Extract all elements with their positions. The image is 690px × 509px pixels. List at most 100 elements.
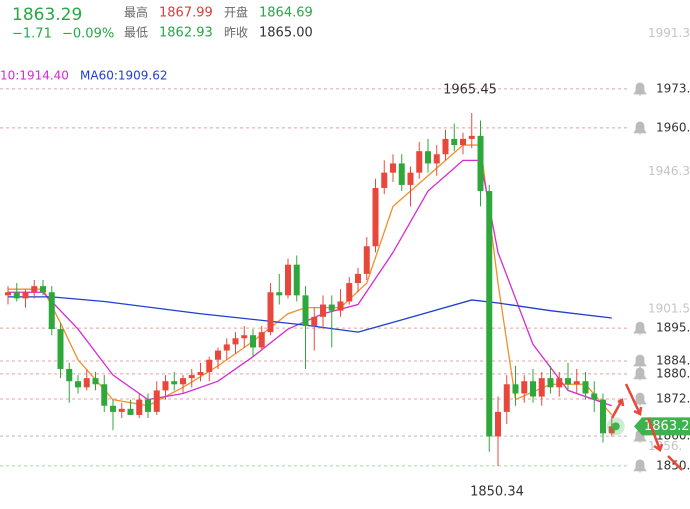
- alert-label: 1880.: [656, 366, 690, 380]
- change: −1.71: [12, 27, 52, 42]
- candle-body: [573, 381, 580, 385]
- candle-body: [40, 286, 46, 293]
- candle-body: [425, 151, 431, 164]
- candle-body: [31, 286, 38, 293]
- bell-icon: [633, 321, 647, 335]
- candle-body: [460, 138, 466, 146]
- candle-body: [390, 163, 396, 173]
- candle-body: [591, 393, 598, 400]
- candle-body: [22, 292, 29, 299]
- current-tag: [634, 417, 690, 436]
- candle-body: [512, 384, 519, 394]
- candle-body: [486, 191, 493, 437]
- candle-body: [538, 378, 545, 397]
- candle-body: [503, 384, 510, 412]
- alert-label: 1884.: [656, 353, 690, 367]
- candle-body: [582, 381, 589, 394]
- candle-body: [206, 359, 213, 373]
- y-tick-label: 1991.3: [648, 26, 690, 40]
- candle-body: [363, 246, 370, 274]
- candle-body: [83, 378, 90, 388]
- ma-legend: 10:1914.40: [0, 69, 69, 83]
- bell-icon: [633, 354, 647, 368]
- candle-body: [547, 378, 554, 388]
- arrow: [646, 417, 664, 452]
- candle-body: [92, 378, 99, 385]
- candle-body: [145, 399, 151, 412]
- change-pct: −0.09%: [62, 27, 114, 42]
- candle-body: [48, 292, 55, 330]
- stat-label: 最高: [124, 5, 148, 20]
- ma-line: [8, 296, 612, 333]
- bell-icon: [633, 367, 647, 381]
- candle-body: [320, 304, 326, 317]
- candle-body: [477, 135, 484, 192]
- high-label: 1965.45: [443, 83, 497, 98]
- candle-body: [468, 135, 475, 139]
- stat-value: 1865.00: [259, 26, 313, 41]
- candle-body: [232, 338, 239, 345]
- candle-body: [258, 332, 265, 348]
- candle-body: [276, 292, 283, 296]
- candle-body: [13, 292, 20, 299]
- candle-body: [188, 375, 195, 379]
- candle-body: [433, 154, 440, 164]
- candle-body: [101, 384, 108, 406]
- current-label: 1863.2: [644, 419, 690, 434]
- candle-body: [372, 187, 379, 247]
- bell-icon: [633, 459, 647, 473]
- alert-label: 1973.: [656, 81, 690, 95]
- candle-body: [293, 264, 300, 296]
- alert-label: 1960.: [656, 120, 690, 134]
- candle-body: [608, 426, 615, 434]
- candle-body: [197, 372, 204, 376]
- y-tick-label: 1946.3: [648, 164, 690, 178]
- current-dot: [611, 422, 620, 431]
- candle-body: [215, 350, 221, 360]
- arrow: [610, 398, 625, 419]
- stat-value: 1867.99: [159, 6, 213, 21]
- candle-body: [127, 408, 134, 415]
- alert-label: 1872.: [656, 392, 690, 406]
- candle-body: [565, 378, 571, 385]
- y-tick-label: 1901.5: [648, 302, 690, 316]
- candle-body: [416, 151, 423, 173]
- candle-body: [600, 399, 606, 434]
- candle-body: [556, 378, 563, 388]
- candle-body: [407, 172, 414, 185]
- candle-body: [153, 390, 160, 412]
- candle-body: [495, 411, 501, 437]
- trend-arrows: [610, 383, 683, 471]
- stat-label: 最低: [124, 26, 148, 40]
- candle-body: [355, 273, 361, 284]
- candle-body: [66, 368, 73, 382]
- candle-body: [162, 381, 169, 391]
- arrow: [667, 455, 683, 471]
- candle-body: [75, 381, 81, 388]
- candle-body: [285, 264, 291, 296]
- candle-body: [337, 301, 344, 311]
- candle-body: [110, 405, 116, 412]
- candle-body: [398, 163, 405, 185]
- candle-body: [180, 378, 186, 385]
- ma-line: [8, 144, 613, 416]
- candle-body: [530, 381, 536, 397]
- ma-line: [8, 159, 612, 407]
- candle-body: [346, 283, 353, 302]
- candle-body: [381, 172, 388, 188]
- stat-value: 1864.69: [259, 6, 313, 21]
- stat-value: 1862.93: [159, 26, 213, 41]
- low-label: 1850.34: [470, 485, 524, 500]
- candle-body: [442, 138, 449, 155]
- candle-body: [136, 399, 143, 415]
- candle-body: [267, 292, 274, 333]
- ma-legend: MA60:1909.62: [80, 69, 168, 83]
- stat-label: 昨收: [224, 26, 248, 40]
- price: 1863.29: [12, 5, 82, 25]
- candle-body: [521, 381, 528, 394]
- candle-body: [328, 304, 335, 311]
- alert-label: 1895.: [656, 321, 690, 335]
- arrow: [624, 383, 643, 416]
- candle-body: [451, 138, 458, 146]
